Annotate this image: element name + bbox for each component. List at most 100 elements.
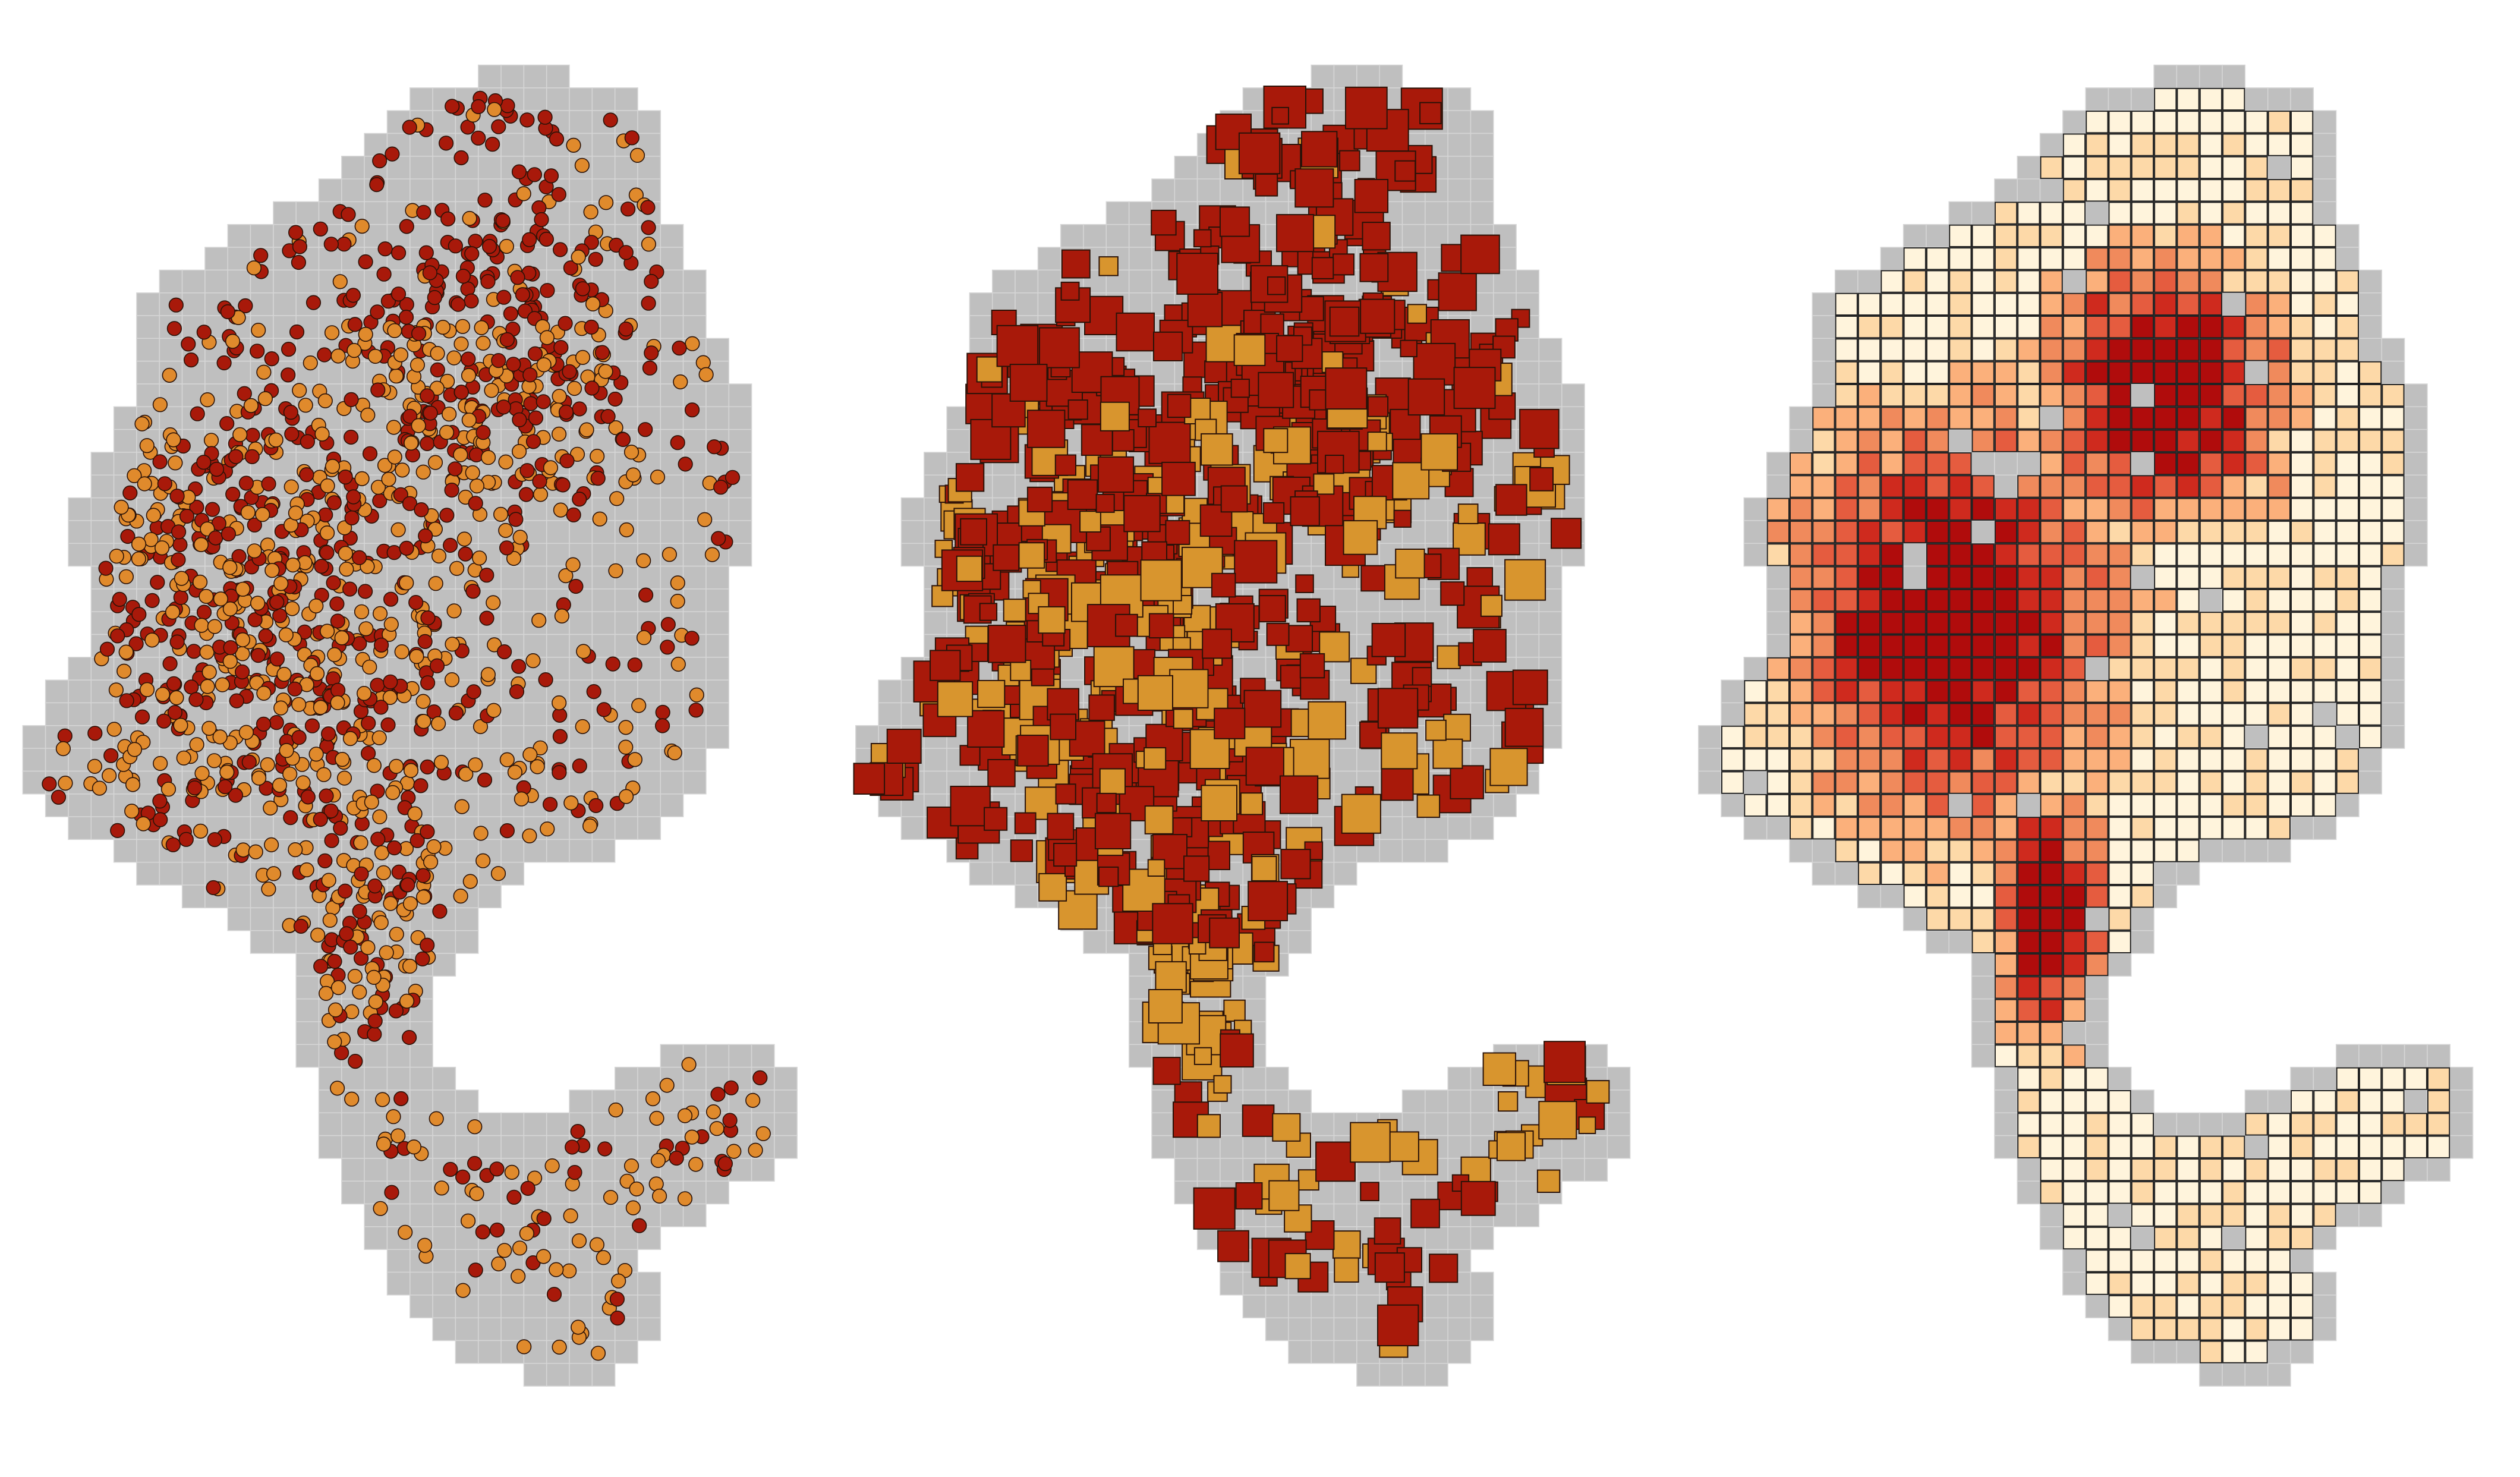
grid-cell — [410, 178, 433, 203]
grid-cell — [1470, 110, 1494, 134]
square-category-a — [1296, 598, 1321, 623]
point-category-a — [299, 467, 314, 483]
grid-cell — [1538, 634, 1563, 658]
point-category-a — [415, 868, 431, 883]
point-category-a — [607, 391, 623, 407]
square-category-a — [1047, 812, 1075, 840]
grid-cell — [341, 1066, 365, 1091]
point-category-b — [386, 420, 402, 435]
square-category-a — [1055, 783, 1076, 805]
grid-cell — [341, 1112, 365, 1136]
point-category-a — [367, 1013, 383, 1029]
grid-cell — [410, 1089, 433, 1114]
square-category-b — [1155, 961, 1187, 993]
point-category-b — [235, 632, 251, 648]
point-category-a — [519, 463, 535, 478]
grid-cell — [2039, 178, 2064, 203]
point-category-a — [724, 470, 741, 485]
grid-cell — [728, 1044, 752, 1068]
point-category-a — [313, 221, 328, 237]
grid-cell — [1812, 360, 1836, 385]
point-category-b — [748, 1142, 763, 1158]
square-category-b — [1099, 768, 1126, 795]
grid-cell — [204, 793, 228, 817]
grid-cell — [705, 588, 730, 612]
point-category-a — [515, 287, 531, 303]
point-category-b — [684, 1129, 700, 1145]
grid-cell — [1242, 1135, 1267, 1159]
point-category-a — [196, 325, 212, 340]
square-category-b — [1290, 738, 1330, 779]
square-category-a — [967, 710, 1005, 748]
point-category-a — [641, 220, 656, 235]
point-category-b — [319, 623, 335, 639]
grid-cell — [591, 770, 616, 795]
grid-cell — [591, 1363, 616, 1387]
square-category-b — [1196, 1114, 1221, 1138]
grid-cell — [1447, 1340, 1472, 1364]
square-category-b — [977, 679, 1006, 708]
square-category-a — [1438, 272, 1477, 311]
square-category-a — [993, 544, 1020, 571]
grid-cell — [2108, 87, 2132, 111]
point-category-a — [603, 112, 618, 128]
point-category-b — [109, 549, 124, 564]
square-category-b — [1480, 594, 1502, 617]
point-category-a — [510, 270, 525, 285]
grid-cell — [546, 1226, 570, 1250]
point-category-a — [480, 274, 496, 289]
grid-cell — [2062, 110, 2086, 134]
square-category-a — [1266, 622, 1290, 646]
grid-cell — [660, 1203, 684, 1227]
square-category-a — [1094, 812, 1132, 849]
point-category-a — [511, 659, 527, 674]
grid-cell — [1196, 178, 1221, 203]
square-category-a — [1311, 257, 1334, 279]
point-category-a — [119, 693, 134, 708]
point-category-b — [344, 1091, 360, 1107]
grid-cell — [1242, 1295, 1267, 1318]
square-category-a — [1202, 628, 1232, 659]
square-category-b — [1578, 1116, 1596, 1135]
square-category-a — [1299, 296, 1324, 322]
point-category-a — [565, 1139, 580, 1155]
square-category-a — [1329, 306, 1360, 337]
grid-cell — [1288, 1295, 1312, 1318]
point-category-b — [460, 1213, 476, 1229]
grid-cell — [227, 360, 251, 385]
grid-cell — [705, 1180, 730, 1205]
grid-cell — [1356, 588, 1380, 612]
point-category-b — [497, 1243, 512, 1258]
grid-cell — [432, 953, 456, 977]
point-category-b — [536, 357, 552, 373]
point-category-b — [585, 296, 601, 312]
point-category-b — [327, 1034, 342, 1050]
grid-cell — [1311, 1112, 1335, 1136]
grid-cell — [546, 839, 570, 863]
point-category-b — [155, 540, 170, 556]
grid-cell — [1220, 269, 1243, 294]
grid-cell — [637, 1295, 662, 1318]
point-category-b — [174, 571, 190, 586]
grid-cell — [1470, 178, 1494, 203]
point-category-a — [638, 587, 654, 603]
point-category-a — [229, 693, 244, 708]
point-category-a — [477, 193, 493, 208]
grid-cell — [774, 1112, 798, 1136]
point-category-a — [468, 1262, 483, 1278]
grid-cell — [637, 383, 662, 408]
grid-cell — [591, 839, 616, 863]
point-category-a — [538, 672, 553, 688]
point-category-a — [609, 1292, 625, 1307]
grid-cell — [591, 1112, 616, 1136]
point-category-b — [243, 398, 259, 414]
grid-cell — [1470, 201, 1494, 225]
point-category-a — [540, 283, 555, 298]
point-category-a — [499, 540, 515, 556]
point-category-a — [640, 200, 656, 215]
grid-cell — [569, 839, 593, 863]
grid-cell — [227, 269, 251, 294]
grid-cell — [68, 497, 92, 521]
point-category-b — [536, 1249, 552, 1264]
grid-cell — [1948, 429, 1973, 453]
